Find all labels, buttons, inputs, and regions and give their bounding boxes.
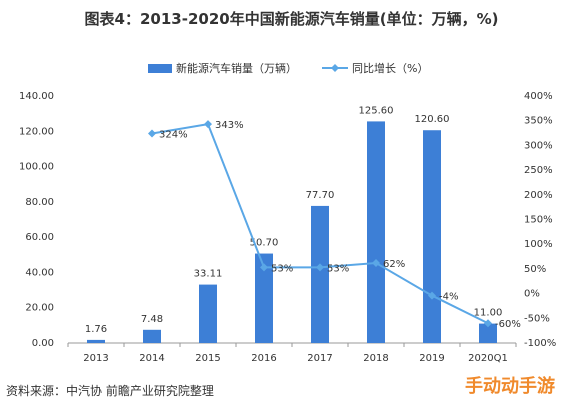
bar-value-label: 125.60	[359, 105, 394, 116]
bar	[199, 284, 217, 343]
y-left-tick-label: 60.00	[25, 232, 54, 243]
bar	[87, 339, 105, 343]
y-left-tick-label: 100.00	[19, 162, 54, 173]
growth-point	[484, 319, 492, 328]
legend-line-marker	[331, 64, 339, 72]
y-left-tick-label: 80.00	[25, 197, 54, 208]
growth-value-label: 53%	[327, 263, 349, 274]
y-right-tick-label: 400%	[524, 91, 553, 102]
legend-bar-swatch	[148, 64, 172, 73]
growth-value-label: 343%	[215, 120, 244, 131]
legend-bar-label: 新能源汽车销量（万辆）	[176, 61, 297, 75]
x-tick-label: 2013	[83, 353, 108, 364]
bar	[423, 130, 441, 343]
x-tick-label: 2017	[307, 353, 332, 364]
x-tick-label: 2020Q1	[468, 353, 508, 364]
bar	[367, 121, 385, 343]
y-right-tick-label: 200%	[524, 190, 553, 201]
x-tick-label: 2016	[251, 353, 276, 364]
growth-value-label: 62%	[383, 259, 405, 270]
y-left-tick-label: 120.00	[19, 126, 54, 137]
bar	[311, 205, 329, 343]
growth-point	[372, 258, 380, 267]
growth-value-label: 324%	[159, 130, 188, 141]
y-right-tick-label: 150%	[524, 215, 553, 226]
bar	[255, 253, 273, 343]
growth-point	[316, 263, 324, 272]
x-tick-label: 2018	[363, 353, 388, 364]
y-right-tick-label: -50%	[524, 313, 550, 324]
y-right-tick-label: 0%	[524, 289, 540, 300]
bar-value-label: 11.00	[474, 308, 503, 319]
y-right-tick-label: 350%	[524, 116, 553, 127]
growth-value-label: 53%	[271, 263, 293, 274]
chart-title: 图表4：2013-2020年中国新能源汽车销量(单位：万辆，%)	[84, 10, 499, 28]
bar-value-label: 7.48	[141, 314, 163, 325]
growth-value-label: -60%	[495, 319, 521, 330]
y-left-tick-label: 20.00	[25, 303, 54, 314]
growth-point	[260, 263, 268, 272]
growth-point	[148, 129, 156, 138]
watermark-badge: 手动动手游	[465, 376, 555, 397]
y-right-tick-label: 300%	[524, 140, 553, 151]
growth-point	[204, 120, 212, 129]
bar	[143, 329, 161, 343]
y-right-tick-label: 250%	[524, 165, 553, 176]
bar-value-label: 77.70	[306, 190, 335, 201]
y-left-tick-label: 40.00	[25, 267, 54, 278]
x-tick-label: 2019	[419, 353, 444, 364]
y-right-tick-label: 50%	[524, 264, 546, 275]
bar	[479, 323, 497, 343]
bar-value-label: 33.11	[194, 269, 223, 280]
y-right-tick-label: -100%	[524, 338, 556, 349]
y-left-tick-label: 0.00	[32, 338, 54, 349]
bar-value-label: 50.70	[250, 238, 279, 249]
y-right-tick-label: 100%	[524, 239, 553, 250]
source-note: 资料来源：中汽协 前瞻产业研究院整理	[6, 384, 214, 398]
bar-value-label: 120.60	[415, 114, 450, 125]
legend-line-label: 同比增长（%）	[352, 61, 428, 75]
growth-point	[428, 291, 436, 300]
x-tick-label: 2014	[139, 353, 164, 364]
growth-value-label: -4%	[439, 292, 458, 303]
y-left-tick-label: 140.00	[19, 91, 54, 102]
bar-value-label: 1.76	[85, 324, 107, 335]
x-tick-label: 2015	[195, 353, 220, 364]
